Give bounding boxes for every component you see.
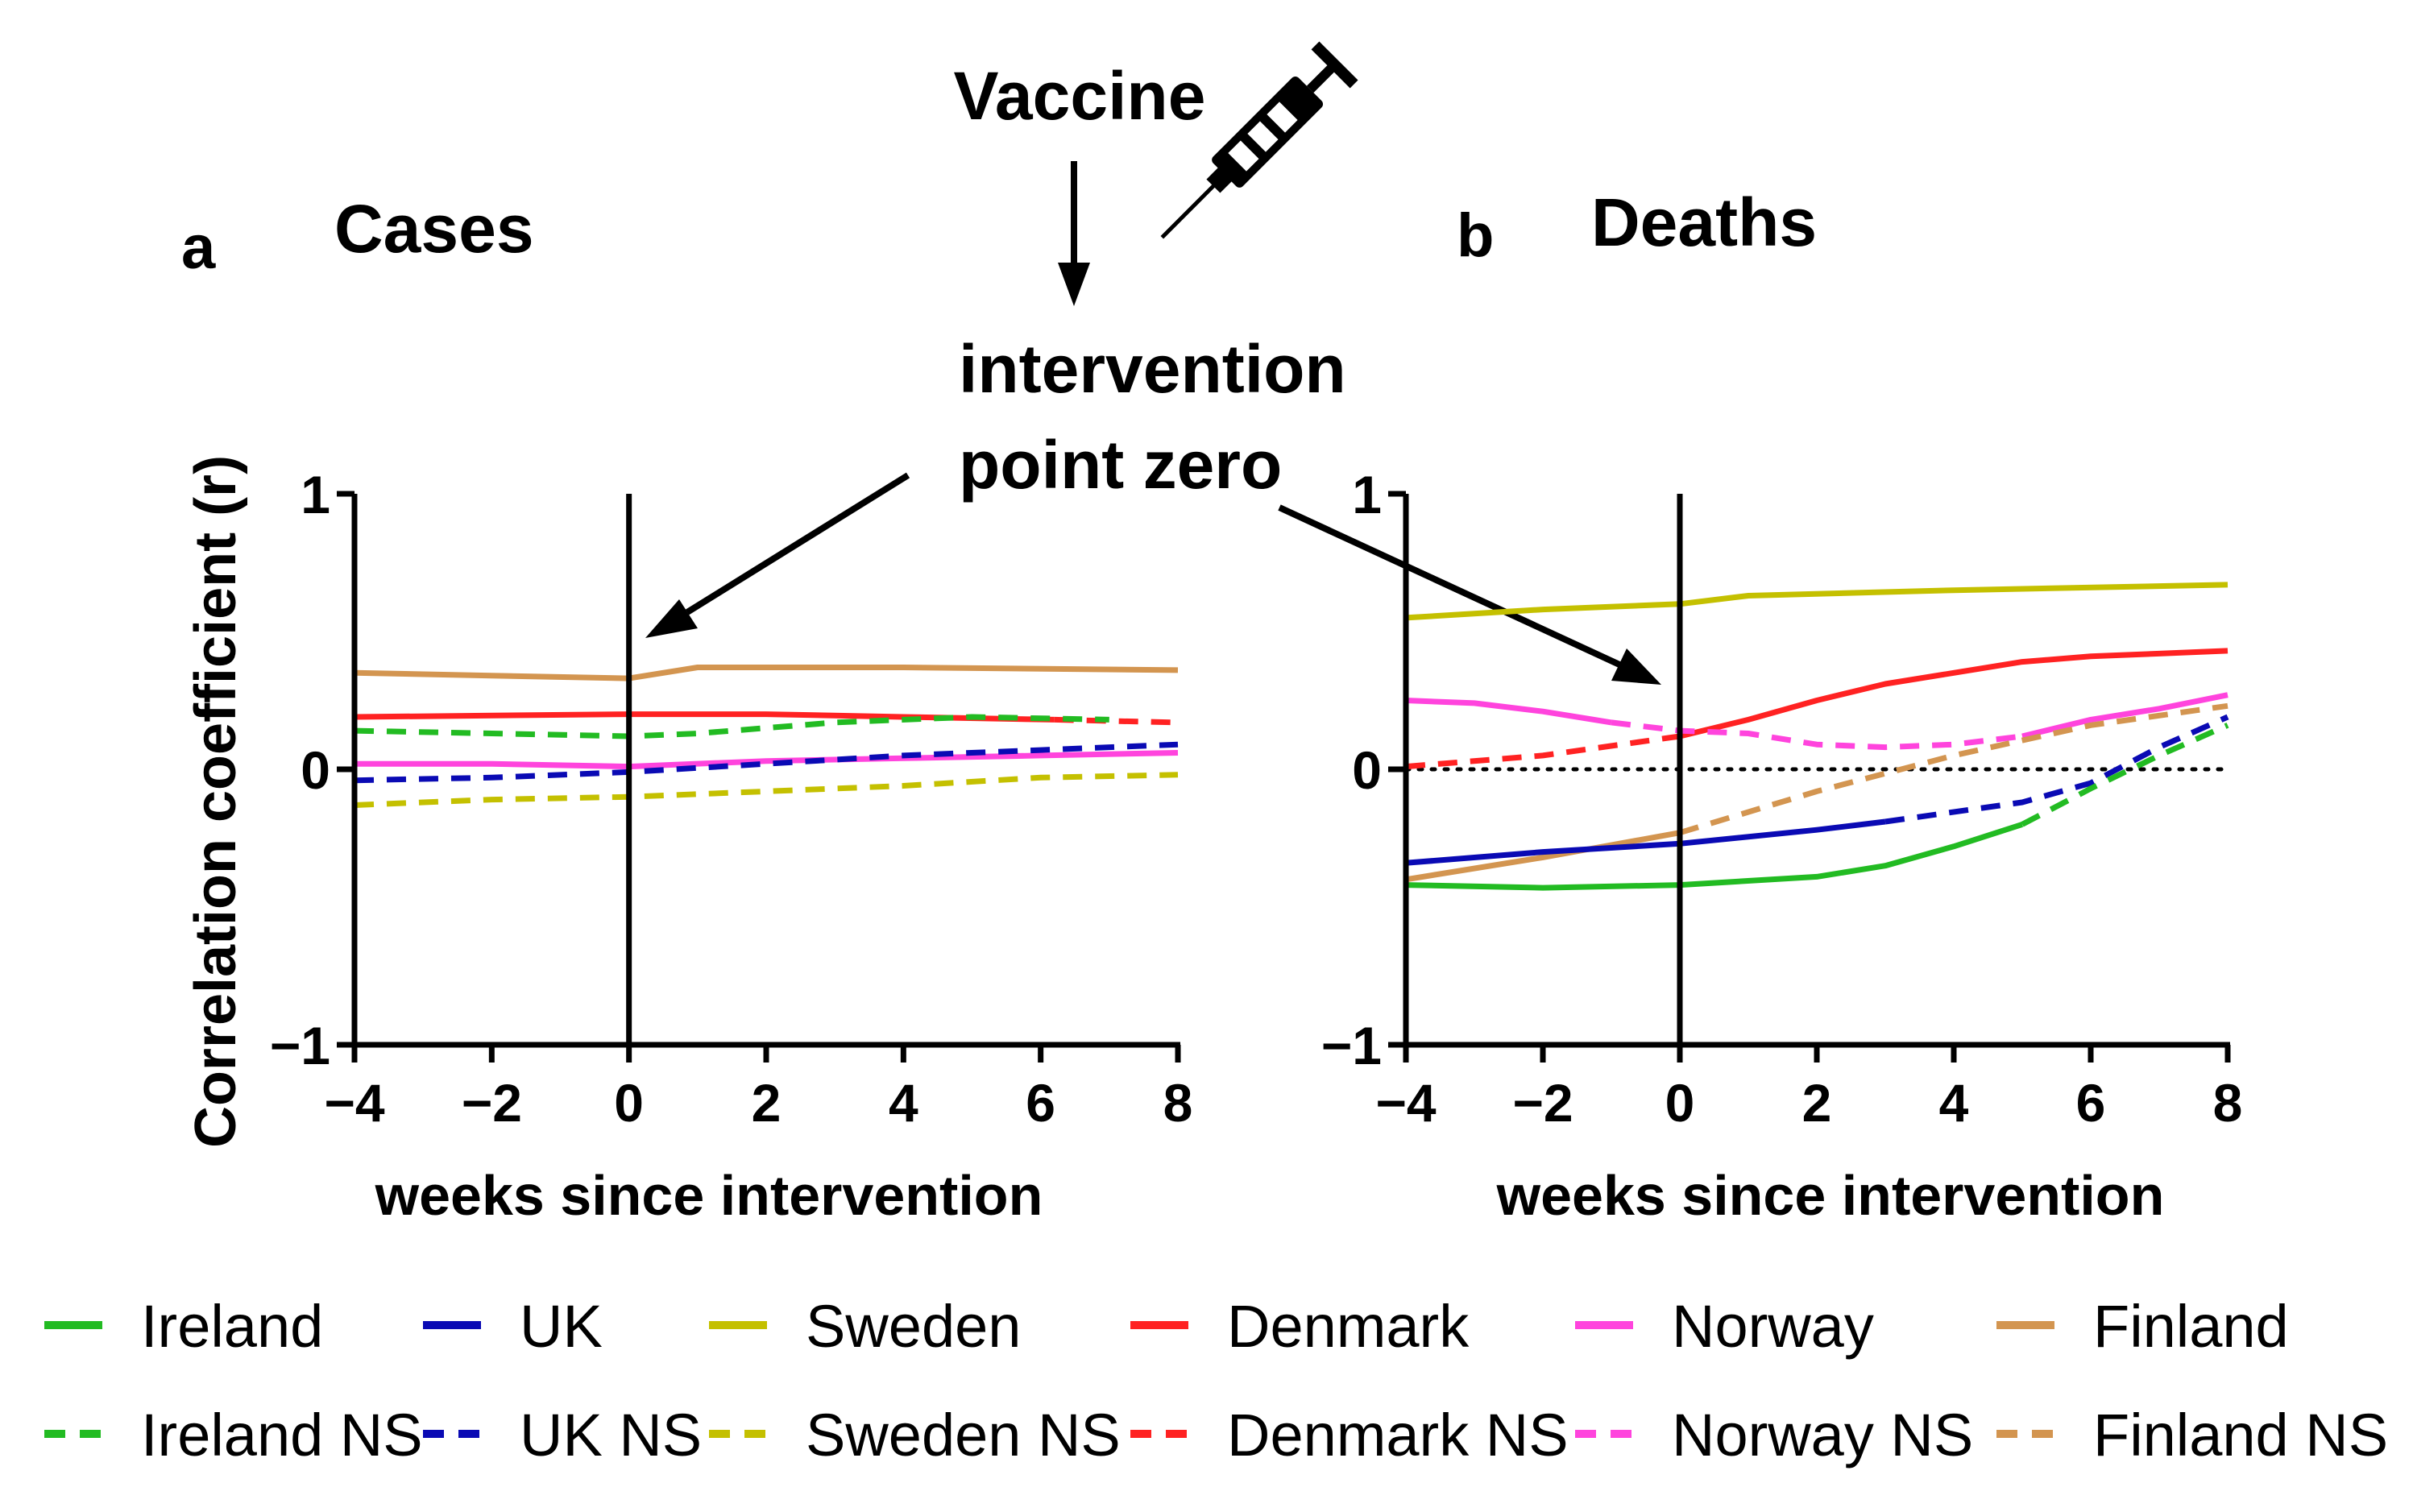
- panel-b-x-tick-label: 6: [2076, 1073, 2106, 1133]
- legend-item-denmark: Denmark: [1130, 1293, 1470, 1360]
- legend-item-sweden: Sweden: [709, 1293, 1021, 1360]
- legend-label: Norway: [1672, 1293, 1874, 1360]
- legend-item-finland-ns: Finland NS: [1996, 1402, 2388, 1469]
- panel-a-xlabel: weeks since intervention: [375, 1164, 1043, 1227]
- legend-item-finland: Finland: [1996, 1293, 2289, 1360]
- panel-a-title: Cases: [334, 191, 534, 267]
- legend-label: Finland NS: [2093, 1402, 2388, 1469]
- panel-a-x-tick-label: 8: [1163, 1073, 1193, 1133]
- legend-item-norway-ns: Norway NS: [1575, 1402, 1973, 1469]
- panel-b-series-finland-segment-0: [1405, 830, 1681, 883]
- panel-b-x-tick-label: 2: [1802, 1073, 1832, 1133]
- legend-item-uk-ns: UK NS: [423, 1402, 702, 1469]
- legend-label: Sweden NS: [806, 1402, 1121, 1469]
- panel-b-series-denmark-segment-0: [1405, 733, 1681, 770]
- panel-a-x-tick-label: 4: [889, 1073, 918, 1133]
- legend-item-ireland-ns: Ireland NS: [44, 1402, 423, 1469]
- legend: Ireland UK Sweden Denmark Norway Finland Irela…: [44, 1293, 2388, 1469]
- panel-b-x-tick-label: −4: [1375, 1073, 1437, 1133]
- panel-a-x-tick-label: 6: [1026, 1073, 1055, 1133]
- vaccine-arrowhead: [1058, 263, 1090, 306]
- legend-label: Ireland NS: [141, 1402, 423, 1469]
- panel-b-series-uk-segment-0: [1405, 818, 1886, 866]
- panel-b-x-tick-label: 0: [1665, 1073, 1695, 1133]
- panel-a-x-tick-label: 0: [614, 1073, 644, 1133]
- legend-label: Finland: [2093, 1293, 2289, 1360]
- panel-b-series-sweden-segment-0: [1405, 582, 2229, 621]
- legend-item-sweden-ns: Sweden NS: [709, 1402, 1121, 1469]
- panel-b-x-tick-label: 4: [1939, 1073, 1969, 1133]
- panel-a-series-sweden-segment-0: [354, 772, 1179, 808]
- panel-cases: a Cases weeks since intervention −101−4−…: [181, 191, 1192, 1227]
- panel-a-series-finland-segment-0: [354, 665, 1179, 681]
- legend-item-norway: Norway: [1575, 1293, 1874, 1360]
- legend-item-denmark-ns: Denmark NS: [1130, 1402, 1569, 1469]
- panel-b-x-tick-label: −2: [1512, 1073, 1573, 1133]
- panel-a-x-tick-label: 2: [752, 1073, 782, 1133]
- panel-b-y-tick-label: 1: [1352, 465, 1382, 524]
- panel-b-series-denmark-segment-1: [1679, 648, 2229, 739]
- panel-a-series-ireland-segment-0: [354, 714, 1109, 739]
- intervention-arrowhead-a: [645, 599, 698, 638]
- legend-label: UK NS: [520, 1402, 702, 1469]
- intervention-arrowhead-b: [1611, 648, 1661, 685]
- panel-b-series-ireland-segment-1: [2021, 723, 2229, 827]
- panel-deaths: b Deaths weeks since intervention −1 0 1 −4…: [1321, 184, 2243, 1227]
- intervention-label-line2: point zero: [959, 427, 1282, 503]
- vaccine-annotation: Vaccine: [954, 58, 1206, 134]
- legend-label: Denmark NS: [1227, 1402, 1569, 1469]
- intervention-arrow-a: [685, 472, 910, 615]
- panel-b-series-norway-segment-0: [1405, 698, 1612, 726]
- panel-a-series-denmark-segment-1: [1054, 716, 1179, 726]
- legend-item-uk: UK: [423, 1293, 603, 1360]
- intervention-arrow-b: [1278, 504, 1621, 668]
- panel-a-x-tick-label: −2: [462, 1073, 522, 1133]
- panel-a-series-denmark-segment-0: [354, 711, 1055, 723]
- panel-b-xlabel: weeks since intervention: [1496, 1164, 2165, 1227]
- panel-a-y-tick-label: 0: [301, 740, 330, 800]
- panel-b-title: Deaths: [1591, 184, 1817, 260]
- panel-a-series-norway-segment-0: [354, 750, 1179, 770]
- legend-label: Sweden: [806, 1293, 1021, 1360]
- legend-label: Ireland: [141, 1293, 323, 1360]
- panel-b-plot: −1 0 1 −4 −2 0 2 4 6 8: [1321, 465, 2243, 1133]
- panel-a-y-tick-label: 1: [301, 465, 330, 524]
- panel-b-series-norway-segment-2: [2021, 692, 2229, 739]
- panel-a-x-tick-label: −4: [324, 1073, 385, 1133]
- panel-b-letter: b: [1457, 201, 1494, 270]
- panel-b-series-uk-segment-1: [1884, 714, 2229, 825]
- legend-label: UK: [520, 1293, 603, 1360]
- panel-a-letter: a: [181, 213, 216, 282]
- panel-a-plot: −1 0 1 −4 −2 0 2 4 6 8: [270, 465, 1193, 1133]
- panel-b-y-tick-label: −1: [1321, 1016, 1382, 1075]
- panel-b-y-tick-label: 0: [1352, 740, 1382, 800]
- panel-b-series-ireland-segment-0: [1405, 822, 2024, 891]
- intervention-label-line1: intervention: [959, 331, 1346, 407]
- panel-b-x-tick-label: 8: [2213, 1073, 2243, 1133]
- panel-a-y-tick-label: −1: [270, 1016, 330, 1075]
- legend-item-ireland: Ireland: [44, 1293, 323, 1360]
- legend-label: Norway NS: [1672, 1402, 1973, 1469]
- legend-label: Denmark: [1227, 1293, 1470, 1360]
- y-axis-label: Correlation coefficient (r): [184, 455, 248, 1148]
- syringe-icon: [1160, 41, 1358, 239]
- panel-a-series-uk-segment-0: [354, 741, 1179, 784]
